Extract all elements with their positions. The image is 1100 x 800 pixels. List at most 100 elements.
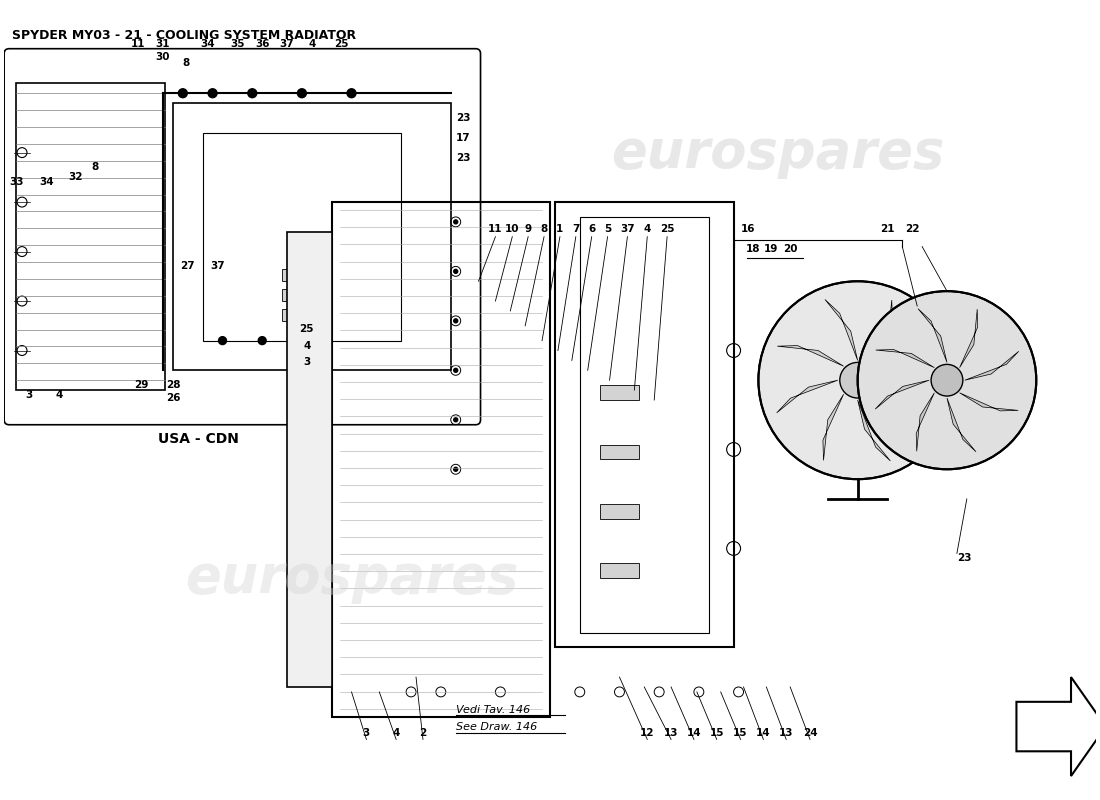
Text: 4: 4 — [644, 224, 651, 234]
Polygon shape — [959, 393, 1019, 411]
Text: 20: 20 — [783, 243, 798, 254]
Text: 3: 3 — [25, 390, 33, 400]
Circle shape — [346, 89, 356, 98]
Text: 4: 4 — [304, 341, 310, 350]
Bar — [16, 83, 165, 390]
Circle shape — [453, 270, 458, 274]
Polygon shape — [947, 398, 976, 452]
Text: 9: 9 — [525, 224, 531, 234]
Text: 14: 14 — [756, 729, 771, 738]
Text: 17: 17 — [455, 133, 471, 142]
Text: 34: 34 — [200, 38, 214, 49]
Text: 6: 6 — [588, 224, 595, 234]
Text: 28: 28 — [166, 380, 180, 390]
Text: 14: 14 — [686, 729, 701, 738]
Polygon shape — [778, 346, 844, 366]
Bar — [600, 385, 639, 400]
Polygon shape — [858, 400, 890, 461]
Text: 25: 25 — [334, 38, 349, 49]
Text: 8: 8 — [540, 224, 548, 234]
Text: 10: 10 — [505, 224, 519, 234]
Bar — [173, 103, 451, 370]
Text: 34: 34 — [39, 178, 54, 187]
Text: 13: 13 — [779, 729, 793, 738]
Bar — [600, 563, 639, 578]
Circle shape — [858, 291, 1036, 470]
Text: 11: 11 — [488, 224, 503, 234]
Polygon shape — [1016, 677, 1100, 776]
Polygon shape — [871, 394, 938, 415]
Text: 8: 8 — [91, 162, 99, 173]
Text: 36: 36 — [255, 38, 270, 49]
Text: 18: 18 — [746, 243, 761, 254]
Bar — [282, 270, 311, 282]
Circle shape — [297, 89, 307, 98]
Bar — [282, 309, 311, 321]
Text: 23: 23 — [957, 554, 971, 563]
Polygon shape — [965, 351, 1019, 380]
Text: 27: 27 — [180, 262, 195, 271]
Text: 4: 4 — [308, 38, 316, 49]
Text: 15: 15 — [710, 729, 724, 738]
Circle shape — [931, 364, 962, 396]
Text: 5: 5 — [604, 224, 612, 234]
Text: 37: 37 — [279, 38, 295, 49]
Text: 33: 33 — [9, 178, 23, 187]
Text: 24: 24 — [803, 729, 817, 738]
Circle shape — [453, 418, 458, 422]
Polygon shape — [959, 309, 978, 368]
Text: 19: 19 — [764, 243, 779, 254]
Text: 31: 31 — [156, 38, 170, 49]
Circle shape — [219, 337, 227, 345]
Bar — [580, 217, 708, 633]
FancyBboxPatch shape — [287, 232, 332, 687]
Polygon shape — [823, 394, 844, 460]
Polygon shape — [916, 393, 934, 451]
Circle shape — [298, 337, 306, 345]
Text: USA - CDN: USA - CDN — [158, 432, 239, 446]
Polygon shape — [777, 380, 838, 413]
Circle shape — [453, 220, 458, 224]
Circle shape — [258, 337, 266, 345]
Text: 21: 21 — [880, 224, 894, 234]
Circle shape — [178, 89, 187, 98]
Text: 7: 7 — [572, 224, 580, 234]
Bar — [600, 445, 639, 459]
Text: 12: 12 — [640, 729, 654, 738]
Text: eurospares: eurospares — [612, 126, 945, 178]
Circle shape — [839, 362, 876, 398]
Bar — [202, 133, 402, 341]
Text: 8: 8 — [183, 58, 189, 69]
Text: 26: 26 — [166, 393, 180, 403]
Polygon shape — [918, 309, 947, 362]
Text: 37: 37 — [620, 224, 635, 234]
Circle shape — [758, 282, 957, 479]
Text: eurospares: eurospares — [185, 552, 518, 604]
Text: 35: 35 — [230, 38, 244, 49]
Bar — [556, 202, 734, 647]
Text: Vedi Tav. 146: Vedi Tav. 146 — [455, 705, 530, 714]
Polygon shape — [825, 299, 858, 361]
Text: 2: 2 — [419, 729, 427, 738]
Text: 37: 37 — [210, 262, 224, 271]
Text: 4: 4 — [55, 390, 63, 400]
Text: SPYDER MY03 - 21 - COOLING SYSTEM RADIATOR: SPYDER MY03 - 21 - COOLING SYSTEM RADIAT… — [12, 29, 356, 42]
Text: 11: 11 — [131, 38, 145, 49]
Circle shape — [208, 89, 217, 98]
Text: See Draw. 146: See Draw. 146 — [455, 722, 537, 731]
Text: 32: 32 — [68, 172, 84, 182]
Text: 30: 30 — [156, 51, 170, 62]
Circle shape — [453, 368, 458, 372]
Circle shape — [453, 467, 458, 471]
Polygon shape — [876, 380, 930, 409]
Polygon shape — [876, 350, 934, 368]
Text: 3: 3 — [304, 358, 310, 367]
Text: 23: 23 — [455, 113, 470, 123]
Bar — [600, 504, 639, 518]
Text: 13: 13 — [663, 729, 679, 738]
Text: 16: 16 — [741, 224, 756, 234]
Polygon shape — [871, 300, 892, 366]
Text: 23: 23 — [455, 153, 470, 162]
Text: 3: 3 — [363, 729, 370, 738]
Text: 15: 15 — [734, 729, 748, 738]
